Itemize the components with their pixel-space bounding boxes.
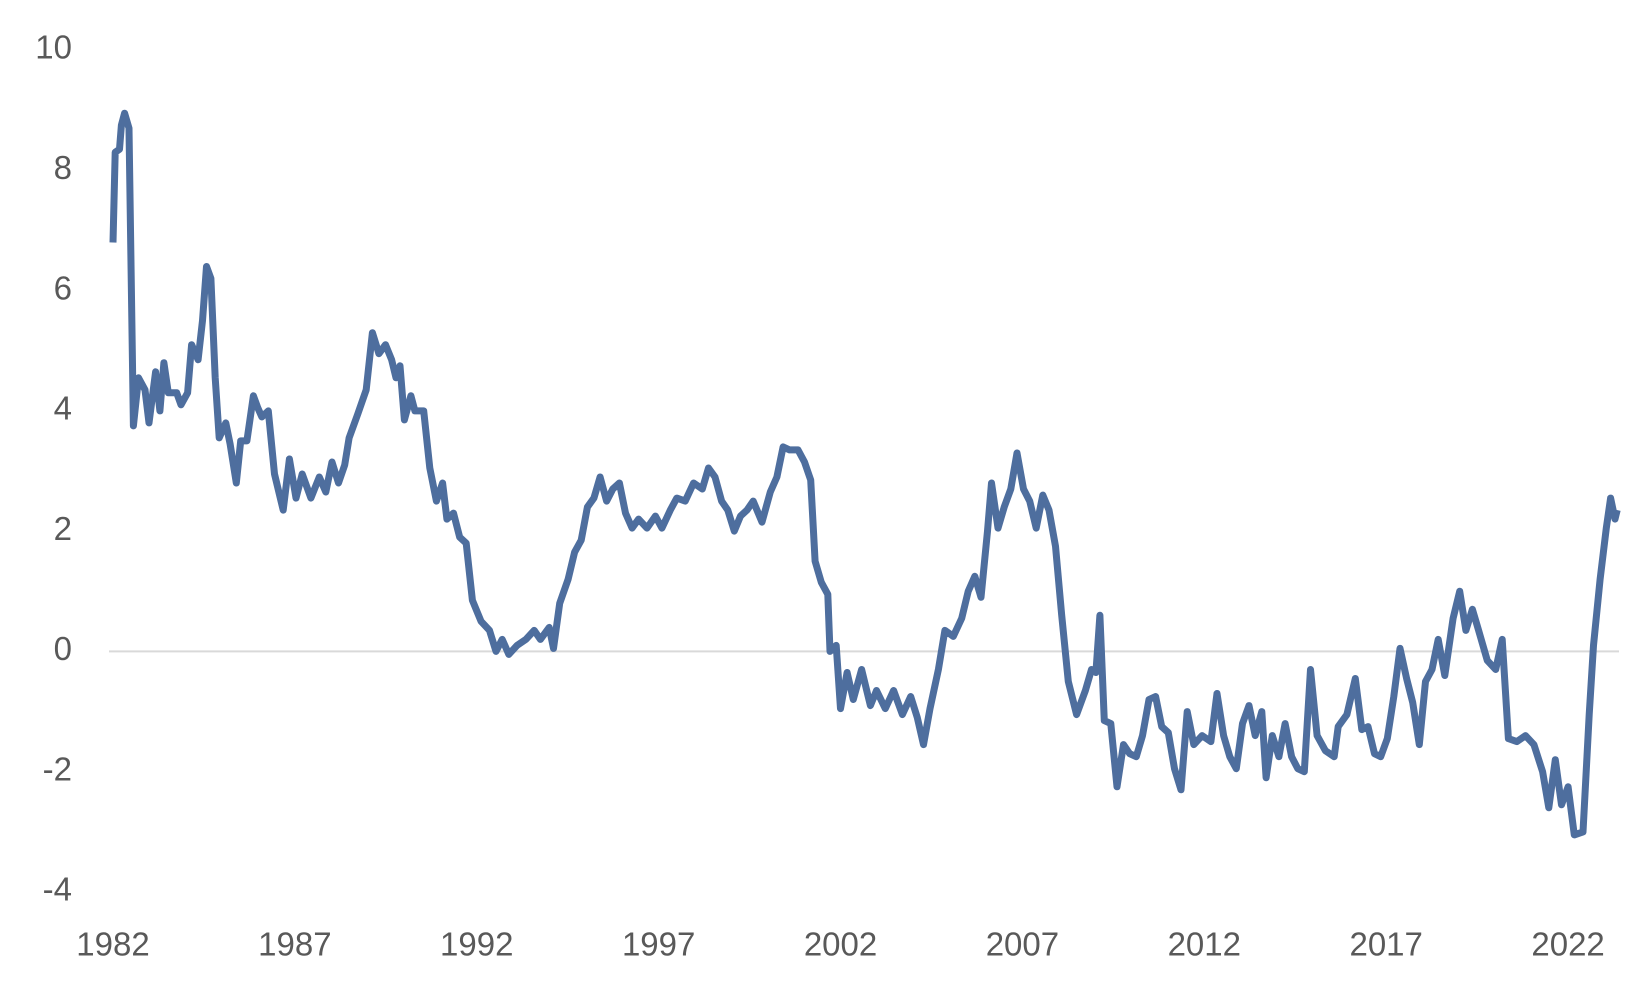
x-tick-label: 2007 (986, 926, 1059, 963)
y-tick-label: -2 (43, 750, 72, 787)
y-tick-label: 2 (54, 510, 72, 547)
data-line (109, 109, 1621, 839)
y-tick-label: 10 (35, 29, 72, 66)
x-tick-label: 1997 (622, 926, 695, 963)
x-tick-label: 1987 (258, 926, 331, 963)
y-tick-label: -4 (43, 871, 72, 908)
y-tick-label: 6 (54, 269, 72, 306)
x-tick-label: 2012 (1168, 926, 1241, 963)
x-tick-label: 2017 (1349, 926, 1422, 963)
x-tick-label: 2002 (804, 926, 877, 963)
x-tick-label: 1992 (440, 926, 513, 963)
y-tick-label: 0 (54, 630, 72, 667)
y-tick-label: 4 (54, 390, 72, 427)
x-tick-label: 1982 (76, 926, 149, 963)
y-tick-label: 8 (54, 149, 72, 186)
x-tick-label: 2022 (1531, 926, 1604, 963)
